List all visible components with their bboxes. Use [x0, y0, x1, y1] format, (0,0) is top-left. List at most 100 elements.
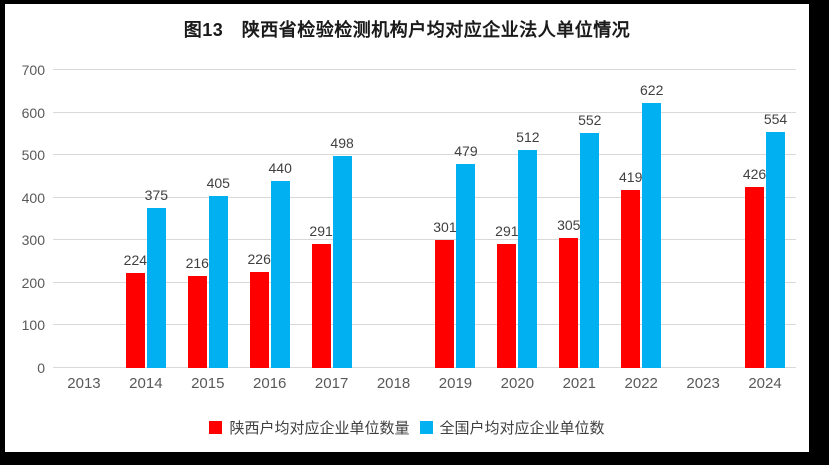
- data-label-shaanxi-2019: 301: [433, 218, 457, 235]
- bar-wrap-national-2021: 552: [578, 70, 602, 368]
- bar-shaanxi-2021: [559, 238, 579, 368]
- gridline-500: [53, 154, 796, 156]
- x-tick-label-2015: 2015: [191, 375, 225, 392]
- bar-pair-2017: 291 498: [301, 70, 363, 368]
- data-label-shaanxi-2015: 216: [185, 255, 209, 272]
- bar-shaanxi-2015: [187, 276, 207, 368]
- y-tick-label-600: 600: [21, 104, 45, 121]
- data-label-national-2021: 552: [578, 112, 602, 129]
- data-label-national-2020: 512: [516, 129, 540, 146]
- x-tick-label-2013: 2013: [67, 375, 101, 392]
- category-slot-2022: 419 622: [610, 70, 672, 368]
- bar-wrap-national-2016: 440: [268, 70, 292, 368]
- bar-wrap-national-2020: 512: [516, 70, 540, 368]
- bar-national-2014: [146, 208, 166, 368]
- bar-pair-2020: 291 512: [486, 70, 548, 368]
- legend-swatch-national: [419, 421, 433, 434]
- data-label-shaanxi-2017: 291: [309, 223, 333, 240]
- x-tick-label-2023: 2023: [686, 375, 720, 392]
- bar-pair-2024: 426 554: [734, 70, 796, 368]
- legend-item-national: 全国户均对应企业单位数: [419, 417, 605, 438]
- bar-national-2016: [270, 180, 290, 368]
- category-slot-2024: 426 554: [734, 70, 796, 368]
- bar-pair-2023: [672, 70, 734, 368]
- bar-shaanxi-2020: [497, 244, 517, 368]
- x-tick-label-2021: 2021: [562, 375, 596, 392]
- bar-pair-2014: 224 375: [115, 70, 177, 368]
- data-label-national-2019: 479: [454, 143, 478, 160]
- data-label-shaanxi-2022: 419: [619, 168, 643, 185]
- bar-wrap-shaanxi-2020: 291: [495, 70, 519, 368]
- x-tick-label-2016: 2016: [253, 375, 287, 392]
- gridline-400: [53, 196, 796, 198]
- data-label-national-2015: 405: [206, 174, 230, 191]
- bar-shaanxi-2022: [621, 189, 641, 368]
- bar-wrap-shaanxi-2024: 426: [742, 70, 767, 368]
- y-tick-label-300: 300: [21, 232, 45, 249]
- bar-wrap-national-2015: 405: [206, 70, 230, 368]
- category-slot-2021: 305 552: [548, 70, 610, 368]
- y-tick-label-700: 700: [21, 62, 45, 78]
- gridline-300: [53, 239, 796, 241]
- category-slot-2015: 216 405: [177, 70, 239, 368]
- bar-shaanxi-2019: [435, 239, 455, 368]
- legend-item-shaanxi: 陕西户均对应企业单位数量: [209, 417, 410, 438]
- gridline-700: [53, 69, 796, 70]
- bar-national-2021: [580, 133, 600, 368]
- bar-national-2020: [518, 150, 538, 368]
- bar-pair-2013: [53, 70, 115, 368]
- bar-wrap-shaanxi-2019: 301: [433, 70, 457, 368]
- bar-wrap-national-2014: 375: [145, 70, 168, 368]
- data-label-national-2022: 622: [640, 82, 664, 99]
- bar-shaanxi-2014: [125, 272, 145, 368]
- category-slot-2013: [53, 70, 115, 368]
- x-tick-label-2019: 2019: [438, 375, 473, 392]
- y-tick-label-200: 200: [21, 274, 45, 291]
- bar-wrap-national-2019: 479: [454, 70, 478, 368]
- x-tick-label-2022: 2022: [624, 375, 658, 392]
- category-slot-2016: 226 440: [239, 70, 301, 368]
- bar-shaanxi-2024: [745, 186, 765, 368]
- bar-wrap-shaanxi-2014: 224: [124, 70, 147, 368]
- bar-pair-2015: 216 405: [177, 70, 239, 368]
- bar-national-2022: [642, 103, 662, 368]
- bar-wrap-national-2024: 554: [763, 70, 788, 368]
- x-tick-label-2020: 2020: [500, 375, 535, 392]
- x-tick-label-2024: 2024: [748, 375, 782, 392]
- bar-wrap-national-2022: 622: [640, 70, 664, 368]
- chart-title: 图13 陕西省检验检测机构户均对应企业法人单位情况: [183, 20, 631, 40]
- bar-national-2024: [766, 132, 786, 368]
- bar-wrap-national-2017: 498: [330, 70, 354, 368]
- y-tick-label-0: 0: [37, 360, 45, 376]
- bar-shaanxi-2016: [249, 271, 269, 368]
- category-slot-2020: 291 512: [486, 70, 548, 368]
- bar-national-2017: [332, 156, 352, 368]
- bar-national-2019: [456, 164, 476, 368]
- bar-wrap-shaanxi-2016: 226: [247, 70, 271, 368]
- category-slot-2019: 301 479: [425, 70, 487, 368]
- chart-canvas: 图13 陕西省检验检测机构户均对应企业法人单位情况 0 100 200 300 400 5…: [5, 4, 809, 452]
- bar-pair-2022: 419 622: [610, 70, 672, 368]
- legend-label-shaanxi: 陕西户均对应企业单位数量: [229, 420, 410, 437]
- bar-national-2015: [208, 195, 228, 368]
- data-label-national-2016: 440: [268, 159, 292, 176]
- bar-wrap-shaanxi-2021: 305: [557, 70, 581, 368]
- data-label-shaanxi-2016: 226: [247, 250, 271, 267]
- data-label-shaanxi-2024: 426: [742, 165, 767, 182]
- gridline-200: [53, 281, 796, 283]
- bar-shaanxi-2017: [311, 244, 331, 368]
- x-tick-label-2018: 2018: [376, 375, 411, 392]
- data-label-shaanxi-2021: 305: [557, 217, 581, 234]
- data-label-national-2024: 554: [763, 111, 788, 128]
- bar-wrap-shaanxi-2017: 291: [309, 70, 333, 368]
- legend-label-national: 全国户均对应企业单位数: [439, 420, 605, 437]
- x-axis: 2013 2014 2015 2016 2017 2018 2019 2020 2021 2022…: [53, 375, 796, 395]
- y-tick-label-100: 100: [21, 317, 45, 334]
- y-tick-label-500: 500: [21, 147, 45, 164]
- data-label-national-2017: 498: [330, 135, 354, 151]
- bar-pair-2018: [363, 70, 425, 368]
- gridline-100: [53, 324, 796, 326]
- category-slot-2018: [363, 70, 425, 368]
- bar-wrap-shaanxi-2022: 419: [619, 70, 643, 368]
